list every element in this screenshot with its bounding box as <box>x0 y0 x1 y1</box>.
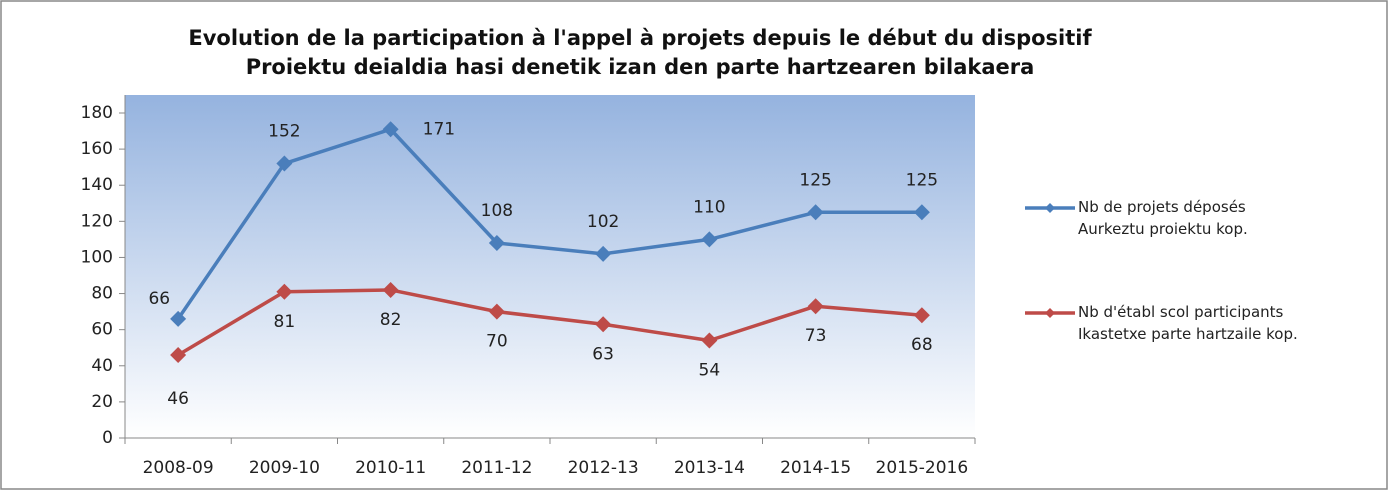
data-label: 54 <box>699 361 721 381</box>
y-tick-label: 0 <box>102 428 113 448</box>
y-tick-label: 180 <box>81 103 113 123</box>
y-tick-label: 140 <box>81 175 113 195</box>
marker <box>913 204 930 221</box>
marker <box>701 231 718 248</box>
plot-area <box>125 95 975 438</box>
y-tick-label: 100 <box>81 247 113 267</box>
y-tick-label: 120 <box>81 211 113 231</box>
marker <box>488 303 505 320</box>
marker <box>701 332 718 349</box>
marker <box>595 245 612 262</box>
marker <box>807 204 824 221</box>
legend-marker <box>1045 203 1055 213</box>
marker <box>170 346 187 363</box>
y-tick-label: 40 <box>91 356 113 376</box>
x-tick-label: 2015-2016 <box>876 458 969 478</box>
y-tick-label: 60 <box>91 320 113 340</box>
data-label: 81 <box>274 312 296 332</box>
data-label: 102 <box>587 212 619 232</box>
marker <box>382 281 399 298</box>
data-label: 152 <box>268 122 300 142</box>
marker <box>382 121 399 138</box>
legend-marker <box>1045 308 1055 318</box>
x-tick-label: 2010-11 <box>355 458 426 478</box>
series-line <box>177 288 923 357</box>
marker <box>276 283 293 300</box>
legend-entry: Nb d'établ scol participants Ikastetxe p… <box>1078 303 1298 343</box>
data-label: 68 <box>911 335 933 355</box>
data-label: 70 <box>486 332 508 352</box>
chart-title: Evolution de la participation à l'appel … <box>188 26 1092 79</box>
x-tick-label: 2013-14 <box>674 458 745 478</box>
data-label: 66 <box>148 289 170 309</box>
y-tick-label: 160 <box>81 139 113 159</box>
marker <box>913 307 930 324</box>
data-label: 110 <box>693 197 725 217</box>
marker <box>276 155 293 172</box>
data-label: 125 <box>906 170 938 190</box>
y-tick-label: 80 <box>91 284 113 304</box>
x-tick-label: 2008-09 <box>143 458 214 478</box>
data-label: 171 <box>423 119 455 139</box>
legend-entry: Nb de projets déposés Aurkeztu proiektu … <box>1078 198 1248 238</box>
data-label: 73 <box>805 326 827 346</box>
x-tick-label: 2011-12 <box>461 458 532 478</box>
data-label: 46 <box>167 389 189 409</box>
data-label: 82 <box>380 310 402 330</box>
x-tick-label: 2012-13 <box>568 458 639 478</box>
data-label: 108 <box>481 201 513 221</box>
marker <box>488 235 505 251</box>
marker <box>807 298 824 315</box>
series-line <box>176 127 922 320</box>
data-label: 125 <box>799 170 831 190</box>
x-tick-label: 2009-10 <box>249 458 320 478</box>
x-tick-label: 2014-15 <box>780 458 851 478</box>
y-tick-label: 20 <box>91 392 113 412</box>
marker <box>170 310 187 327</box>
marker <box>595 316 612 333</box>
data-label: 63 <box>592 344 614 364</box>
